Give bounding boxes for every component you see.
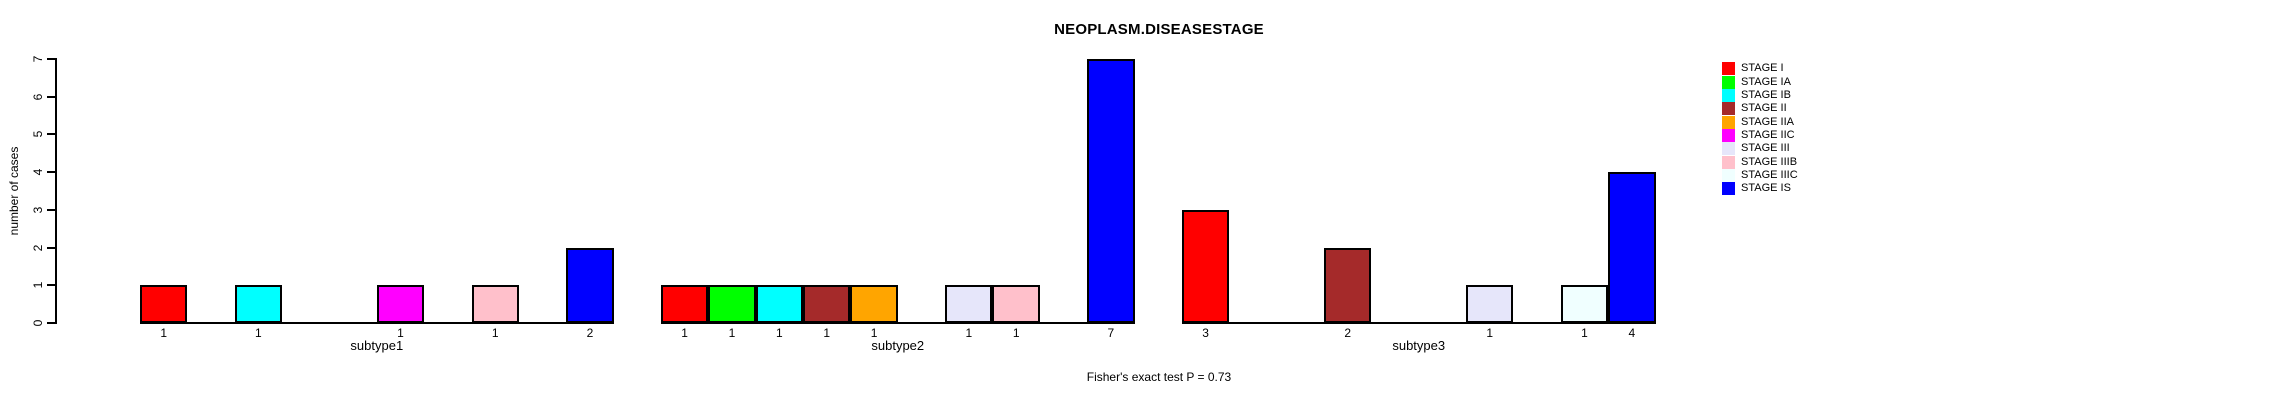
bar	[850, 285, 898, 323]
bar	[660, 285, 709, 323]
y-axis-tick-label: 0	[31, 319, 45, 327]
bar	[945, 285, 993, 323]
bar-count-label: 1	[160, 326, 168, 340]
bar-count-label: 3	[1202, 326, 1209, 340]
bar-count-label: 4	[1628, 326, 1636, 340]
bar	[234, 285, 283, 323]
legend-swatch	[1722, 155, 1735, 169]
legend-label: STAGE IS	[1741, 182, 1791, 195]
bar-count-label: 1	[1486, 326, 1494, 340]
legend-item: STAGE IIA	[1722, 115, 1798, 129]
legend-item: STAGE IIIB	[1722, 155, 1798, 169]
legend-label: STAGE III	[1741, 142, 1790, 155]
legend-label: STAGE IA	[1741, 75, 1791, 88]
y-axis-label: number of cases	[7, 146, 21, 236]
bar	[1466, 285, 1514, 323]
bar	[140, 285, 188, 323]
y-axis-tick	[47, 284, 55, 287]
legend-label: STAGE IIA	[1741, 115, 1794, 128]
y-axis-tick-label: 4	[31, 168, 45, 176]
bar-count-label: 1	[965, 326, 973, 340]
legend-item: STAGE II	[1722, 102, 1798, 116]
legend-item: STAGE I	[1722, 62, 1798, 76]
bar	[1324, 247, 1372, 323]
bar	[1181, 209, 1230, 323]
bar	[1087, 59, 1135, 323]
legend-swatch	[1722, 142, 1735, 156]
legend-swatch	[1722, 115, 1735, 129]
y-axis-tick	[47, 171, 55, 174]
bar	[376, 285, 425, 323]
chart-title: NEOPLASM.DISEASESTAGE	[1054, 21, 1264, 38]
y-axis-tick	[47, 58, 55, 60]
legend-swatch	[1722, 102, 1735, 116]
bar-count-label: 1	[255, 326, 262, 340]
y-axis-line	[55, 58, 57, 324]
bar-count-label: 1	[776, 326, 783, 340]
x-axis-group-label: subtype1	[350, 338, 404, 353]
legend-item: STAGE IIIC	[1722, 168, 1798, 182]
stats-caption: Fisher's exact test P = 0.73	[1086, 370, 1232, 384]
x-axis-baseline	[1181, 322, 1656, 324]
bar	[992, 285, 1040, 323]
legend-label: STAGE IIIC	[1741, 168, 1798, 181]
y-axis-tick-label: 2	[31, 244, 45, 251]
legend-label: STAGE IIC	[1741, 128, 1795, 141]
bar-count-label: 1	[1581, 326, 1588, 340]
x-axis-group-label: subtype3	[1392, 338, 1446, 353]
bar	[566, 247, 614, 323]
y-axis-tick	[47, 133, 55, 136]
legend-swatch	[1722, 128, 1735, 142]
legend-item: STAGE IB	[1722, 88, 1798, 102]
bar	[471, 285, 519, 323]
y-axis-tick	[47, 246, 55, 249]
bar	[803, 285, 851, 323]
legend-item: STAGE IA	[1722, 75, 1798, 89]
bar-count-label: 1	[1012, 326, 1020, 340]
bar-count-label: 1	[823, 326, 831, 340]
y-axis-tick-label: 1	[31, 281, 45, 289]
bar-count-label: 1	[681, 326, 688, 340]
legend-label: STAGE IIIB	[1741, 155, 1798, 168]
bar-count-label: 1	[397, 326, 404, 340]
x-axis-group-label: subtype2	[871, 338, 925, 353]
bar	[1560, 285, 1609, 323]
y-axis-tick-label: 7	[31, 55, 45, 63]
bar-count-label: 2	[1344, 326, 1352, 340]
bar	[755, 285, 804, 323]
bar-count-label: 2	[586, 326, 594, 340]
bar	[1608, 172, 1656, 323]
legend-swatch	[1722, 88, 1735, 102]
bar-count-label: 1	[728, 326, 736, 340]
legend-item: STAGE IS	[1722, 182, 1798, 196]
legend-label: STAGE I	[1741, 62, 1784, 75]
legend-label: STAGE II	[1741, 102, 1787, 115]
legend-label: STAGE IB	[1741, 88, 1791, 101]
y-axis-tick-label: 6	[31, 93, 45, 101]
legend-swatch	[1722, 182, 1735, 196]
legend-item: STAGE IIC	[1722, 128, 1798, 142]
y-axis-tick-label: 3	[31, 206, 45, 214]
bar-count-label: 1	[870, 326, 878, 340]
legend-swatch	[1722, 62, 1735, 76]
bar	[708, 285, 756, 323]
x-axis-baseline	[660, 322, 1135, 324]
legend-swatch	[1722, 75, 1735, 89]
bar-count-label: 1	[491, 326, 499, 340]
bar-count-label: 7	[1107, 326, 1115, 340]
x-axis-baseline	[140, 322, 614, 324]
legend: STAGE I STAGE IA STAGE IB STAGE II STAGE IIA…	[1722, 62, 1798, 196]
y-axis-tick	[47, 208, 55, 211]
y-axis-tick	[47, 95, 55, 98]
legend-swatch	[1722, 168, 1735, 182]
y-axis-tick-label: 5	[31, 131, 45, 138]
legend-item: STAGE III	[1722, 142, 1798, 156]
y-axis-tick	[47, 322, 55, 324]
